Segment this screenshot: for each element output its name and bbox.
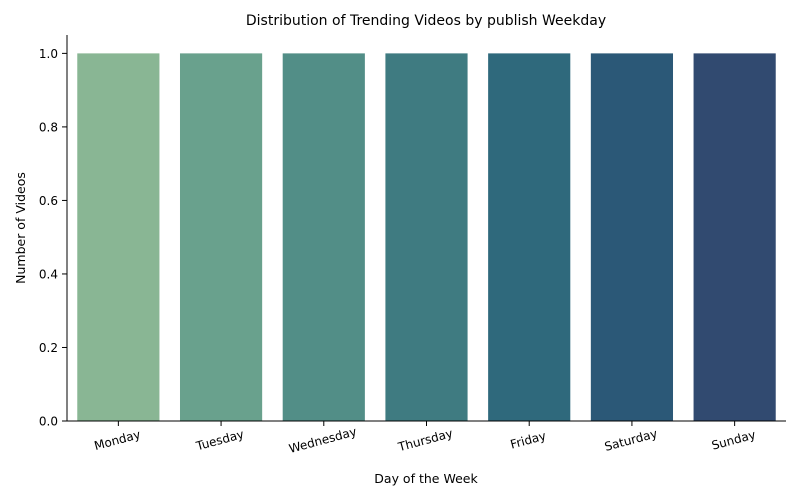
chart-title: Distribution of Trending Videos by publi… [246, 13, 606, 29]
y-tick-label: 0.0 [39, 415, 58, 429]
y-tick-label: 0.2 [39, 341, 58, 355]
bar-saturday [590, 53, 674, 421]
bar-sunday [693, 53, 776, 421]
y-tick-label: 0.8 [39, 120, 58, 134]
y-axis-label: Number of Videos [13, 172, 28, 284]
x-tick-label: Wednesday [287, 424, 358, 456]
x-tick-label: Monday [93, 427, 142, 453]
x-tick-label: Sunday [710, 428, 757, 453]
y-tick-label: 0.6 [39, 194, 58, 208]
x-axis-label: Day of the Week [374, 471, 478, 486]
bar-tuesday [179, 53, 263, 421]
bar-monday [77, 53, 160, 421]
x-tick-label: Thursday [396, 426, 455, 454]
bar-friday [488, 53, 571, 421]
x-tick-label: Friday [509, 429, 548, 452]
x-tick-label: Tuesday [194, 427, 246, 453]
y-tick-label: 1.0 [39, 47, 58, 61]
bar-wednesday [282, 53, 365, 421]
y-tick-label: 0.4 [39, 267, 58, 281]
x-tick-label: Saturday [603, 426, 659, 454]
bar-thursday [385, 53, 468, 421]
plot-area [77, 53, 776, 421]
